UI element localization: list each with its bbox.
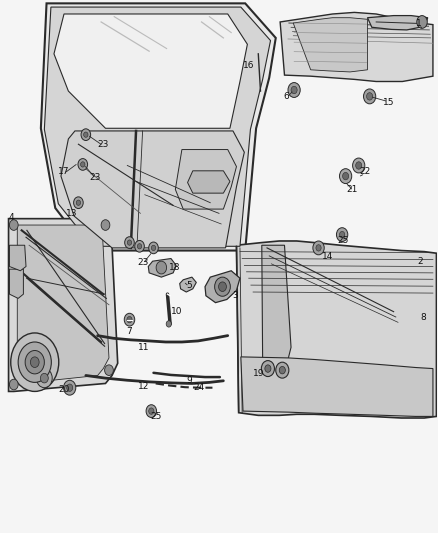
- Circle shape: [30, 357, 39, 368]
- Circle shape: [36, 368, 52, 387]
- Text: 16: 16: [243, 61, 254, 70]
- Circle shape: [417, 15, 427, 28]
- Circle shape: [124, 313, 135, 326]
- Text: 2: 2: [417, 257, 423, 265]
- Text: 25: 25: [338, 237, 349, 246]
- Circle shape: [64, 380, 76, 395]
- Text: 7: 7: [127, 327, 132, 336]
- Polygon shape: [41, 3, 276, 251]
- Polygon shape: [280, 12, 433, 82]
- Polygon shape: [237, 241, 436, 418]
- Circle shape: [40, 373, 48, 383]
- Circle shape: [219, 282, 226, 292]
- Circle shape: [156, 261, 166, 274]
- Circle shape: [81, 129, 91, 141]
- Polygon shape: [17, 225, 109, 383]
- Polygon shape: [367, 15, 427, 30]
- Circle shape: [11, 333, 59, 391]
- Circle shape: [261, 361, 275, 376]
- Circle shape: [78, 159, 88, 170]
- Text: 21: 21: [346, 185, 358, 194]
- Text: 17: 17: [58, 167, 70, 176]
- Circle shape: [125, 237, 134, 248]
- Polygon shape: [180, 277, 196, 292]
- Circle shape: [265, 365, 271, 372]
- Circle shape: [276, 362, 289, 378]
- Polygon shape: [241, 357, 433, 416]
- Circle shape: [10, 220, 18, 230]
- Circle shape: [67, 384, 73, 391]
- Circle shape: [291, 86, 297, 94]
- Text: 1: 1: [416, 19, 422, 28]
- Circle shape: [364, 89, 376, 104]
- Circle shape: [101, 220, 110, 230]
- Text: 10: 10: [170, 307, 182, 316]
- Text: 9: 9: [187, 376, 192, 385]
- Text: 11: 11: [138, 343, 150, 352]
- Text: 23: 23: [89, 173, 100, 182]
- Circle shape: [313, 241, 324, 255]
- Circle shape: [316, 245, 321, 251]
- Circle shape: [127, 240, 132, 245]
- Text: 19: 19: [254, 369, 265, 378]
- Text: 24: 24: [194, 383, 205, 392]
- Polygon shape: [148, 259, 176, 277]
- Polygon shape: [44, 7, 271, 246]
- Text: 18: 18: [169, 263, 180, 272]
- Polygon shape: [293, 18, 367, 72]
- Circle shape: [81, 162, 85, 167]
- Circle shape: [339, 168, 352, 183]
- Text: 22: 22: [360, 167, 371, 176]
- Circle shape: [343, 172, 349, 180]
- Circle shape: [336, 228, 348, 241]
- Circle shape: [18, 342, 51, 382]
- Polygon shape: [187, 171, 230, 193]
- Circle shape: [127, 317, 132, 323]
- Circle shape: [356, 162, 362, 169]
- Circle shape: [146, 405, 156, 417]
- Text: 6: 6: [284, 92, 290, 101]
- Circle shape: [105, 365, 113, 375]
- Circle shape: [279, 367, 286, 374]
- Polygon shape: [61, 131, 244, 248]
- Circle shape: [367, 93, 373, 100]
- Polygon shape: [175, 150, 237, 209]
- Circle shape: [84, 132, 88, 138]
- Text: 14: 14: [321, 253, 333, 261]
- Circle shape: [149, 408, 154, 414]
- Polygon shape: [10, 245, 26, 271]
- Circle shape: [76, 200, 81, 205]
- Text: 5: 5: [187, 280, 192, 289]
- Text: 4: 4: [9, 213, 14, 222]
- Polygon shape: [54, 14, 247, 128]
- Circle shape: [135, 240, 145, 252]
- Text: 23: 23: [98, 140, 109, 149]
- Circle shape: [149, 242, 158, 254]
- Text: 8: 8: [420, 312, 426, 321]
- Text: 12: 12: [138, 382, 150, 391]
- Text: 15: 15: [383, 98, 394, 107]
- Circle shape: [353, 158, 365, 173]
- Circle shape: [151, 245, 155, 251]
- Text: 13: 13: [66, 209, 77, 218]
- Circle shape: [288, 83, 300, 98]
- Polygon shape: [10, 269, 23, 298]
- Polygon shape: [205, 271, 240, 303]
- Polygon shape: [262, 245, 291, 364]
- Circle shape: [138, 244, 142, 249]
- Circle shape: [166, 321, 171, 327]
- Circle shape: [25, 351, 44, 374]
- Circle shape: [215, 277, 230, 296]
- Text: 3: 3: [233, 291, 238, 300]
- Circle shape: [10, 379, 18, 390]
- Text: 25: 25: [150, 412, 161, 421]
- Text: 23: 23: [137, 258, 148, 266]
- Polygon shape: [9, 219, 118, 391]
- Text: 20: 20: [58, 385, 70, 394]
- Circle shape: [339, 231, 345, 238]
- Circle shape: [74, 197, 83, 208]
